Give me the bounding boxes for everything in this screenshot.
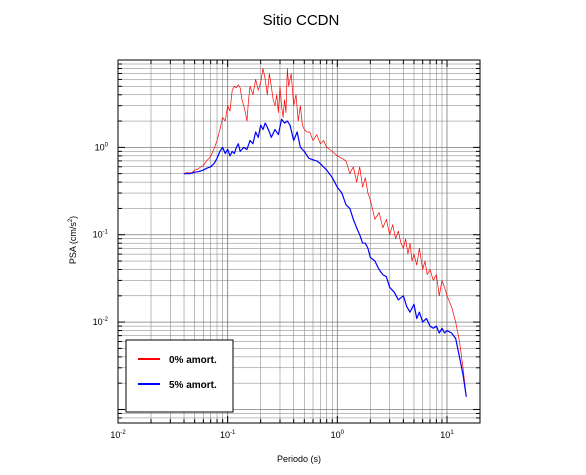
- grid: [117, 59, 481, 424]
- x-tick-labels: 10-2 10-1 100 101: [110, 430, 454, 440]
- x-tick-label-base: 10: [220, 430, 230, 440]
- y-axis-label-main: PSA (cm/s: [68, 222, 78, 265]
- series-line-amort-5: [184, 118, 467, 397]
- x-axis-label: Periodo (s): [277, 454, 321, 464]
- y-tick-label-base: 10: [93, 317, 103, 327]
- x-tick-label-exponent: 0: [341, 430, 345, 436]
- y-tick-label: 10-1: [93, 230, 109, 240]
- legend-label-1: 5% amort.: [169, 380, 217, 391]
- x-tick-label-base: 10: [440, 430, 450, 440]
- x-tick-label-exponent: -1: [230, 430, 236, 436]
- y-axis-label-close: ): [68, 216, 78, 219]
- y-tick-label-exponent: -1: [103, 230, 109, 236]
- x-tick-label: 101: [440, 430, 454, 440]
- legend: 0% amort. 5% amort.: [125, 339, 234, 413]
- y-tick-label-exponent: -2: [103, 317, 109, 323]
- legend-box: [125, 339, 234, 413]
- y-axis-label-exponent: 2: [68, 218, 74, 222]
- x-tick-label-base: 10: [331, 430, 341, 440]
- series-layer: [183, 68, 467, 397]
- series-line-amort-0: [183, 68, 467, 397]
- x-tick-label-exponent: 1: [450, 430, 454, 436]
- chart-title: Sitio CCDN: [263, 12, 340, 29]
- x-tick-label: 10-2: [110, 430, 126, 440]
- y-tick-label-base: 10: [93, 230, 103, 240]
- x-tick-label: 100: [331, 430, 345, 440]
- legend-label-0: 0% amort.: [169, 355, 217, 366]
- axis-ticks: [117, 59, 481, 424]
- y-tick-label: 10-2: [93, 317, 109, 327]
- y-axis-label: PSA (cm/s2): [68, 216, 78, 264]
- y-tick-label-exponent: 0: [105, 142, 109, 148]
- x-tick-label: 10-1: [220, 430, 236, 440]
- y-tick-label-base: 10: [95, 142, 105, 152]
- x-tick-label-exponent: -2: [120, 430, 126, 436]
- plot-frame: [117, 59, 481, 424]
- y-tick-label: 100: [95, 142, 109, 152]
- x-tick-label-base: 10: [110, 430, 120, 440]
